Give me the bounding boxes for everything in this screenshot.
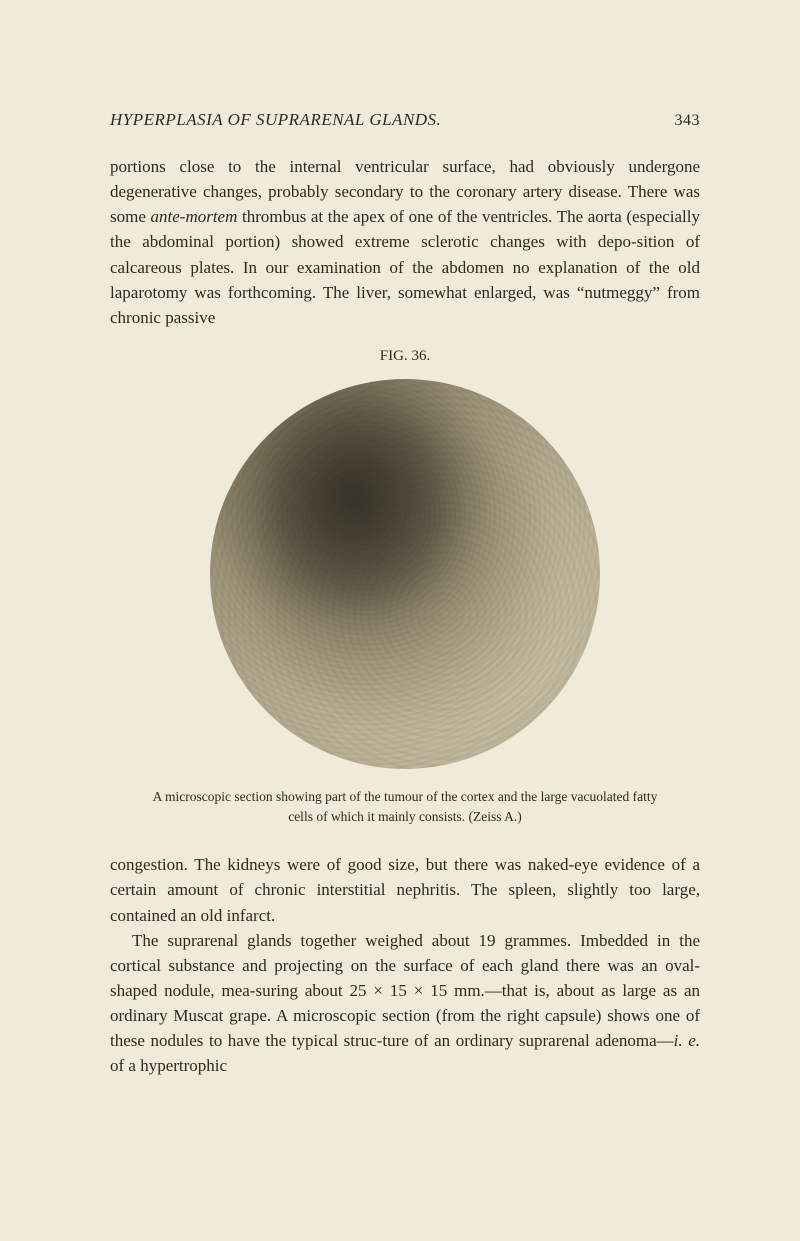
body-paragraph-1: portions close to the internal ventricul… (110, 154, 700, 330)
page-title: HYPERPLASIA OF SUPRARENAL GLANDS. (110, 110, 441, 130)
page-header: HYPERPLASIA OF SUPRARENAL GLANDS. 343 (110, 110, 700, 130)
p1-emphasis: ante-mortem (151, 207, 238, 226)
page-number: 343 (675, 112, 701, 130)
figure-image-microscopic-section (210, 379, 600, 769)
p3-emphasis: i. e. (674, 1031, 700, 1050)
figure-caption: A microscopic section showing part of th… (110, 787, 700, 826)
figure-container (110, 379, 700, 769)
body-paragraph-3: The suprarenal glands together weighed a… (110, 928, 700, 1079)
p3-part-b: of a hypertrophic (110, 1056, 227, 1075)
figure-label: FIG. 36. (110, 348, 700, 365)
p3-part-a: The suprarenal glands together weighed a… (110, 931, 700, 1051)
body-paragraph-2: congestion. The kidneys were of good siz… (110, 852, 700, 927)
